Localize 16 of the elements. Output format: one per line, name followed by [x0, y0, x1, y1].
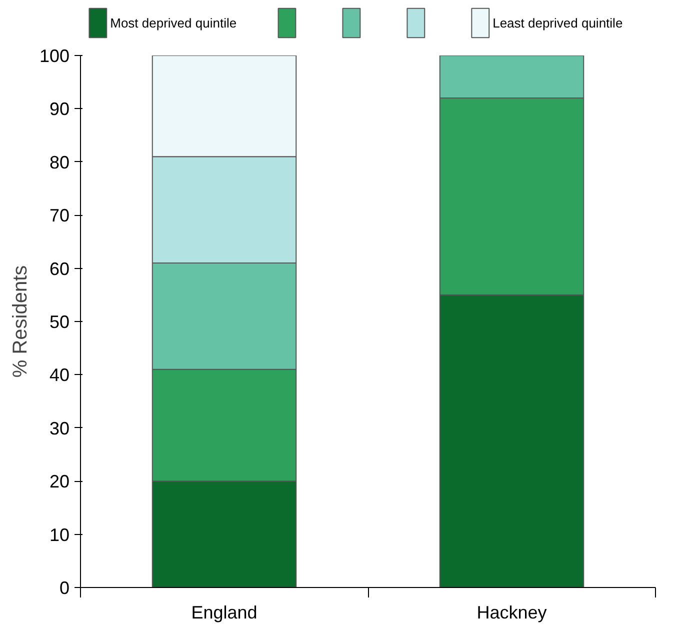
- y-tick-label: 0: [59, 578, 70, 598]
- y-tick-label: 80: [49, 152, 70, 172]
- legend-label: Least deprived quintile: [492, 16, 623, 30]
- legend-label: Most deprived quintile: [110, 16, 237, 30]
- y-axis-title: % Residents: [9, 265, 32, 378]
- y-tick-label: 50: [49, 312, 70, 332]
- y-tick-label: 10: [49, 524, 70, 545]
- y-tick-label: 100: [39, 46, 70, 66]
- y-tick-label: 90: [49, 99, 70, 120]
- y-tick-label: 30: [49, 418, 70, 438]
- x-tick-label: England: [191, 602, 258, 622]
- x-tick-label: Hackney: [476, 602, 547, 622]
- y-tick-label: 40: [49, 365, 70, 386]
- y-tick-label: 20: [49, 472, 70, 492]
- y-tick-label: 60: [49, 258, 70, 279]
- y-tick-label: 70: [49, 206, 70, 226]
